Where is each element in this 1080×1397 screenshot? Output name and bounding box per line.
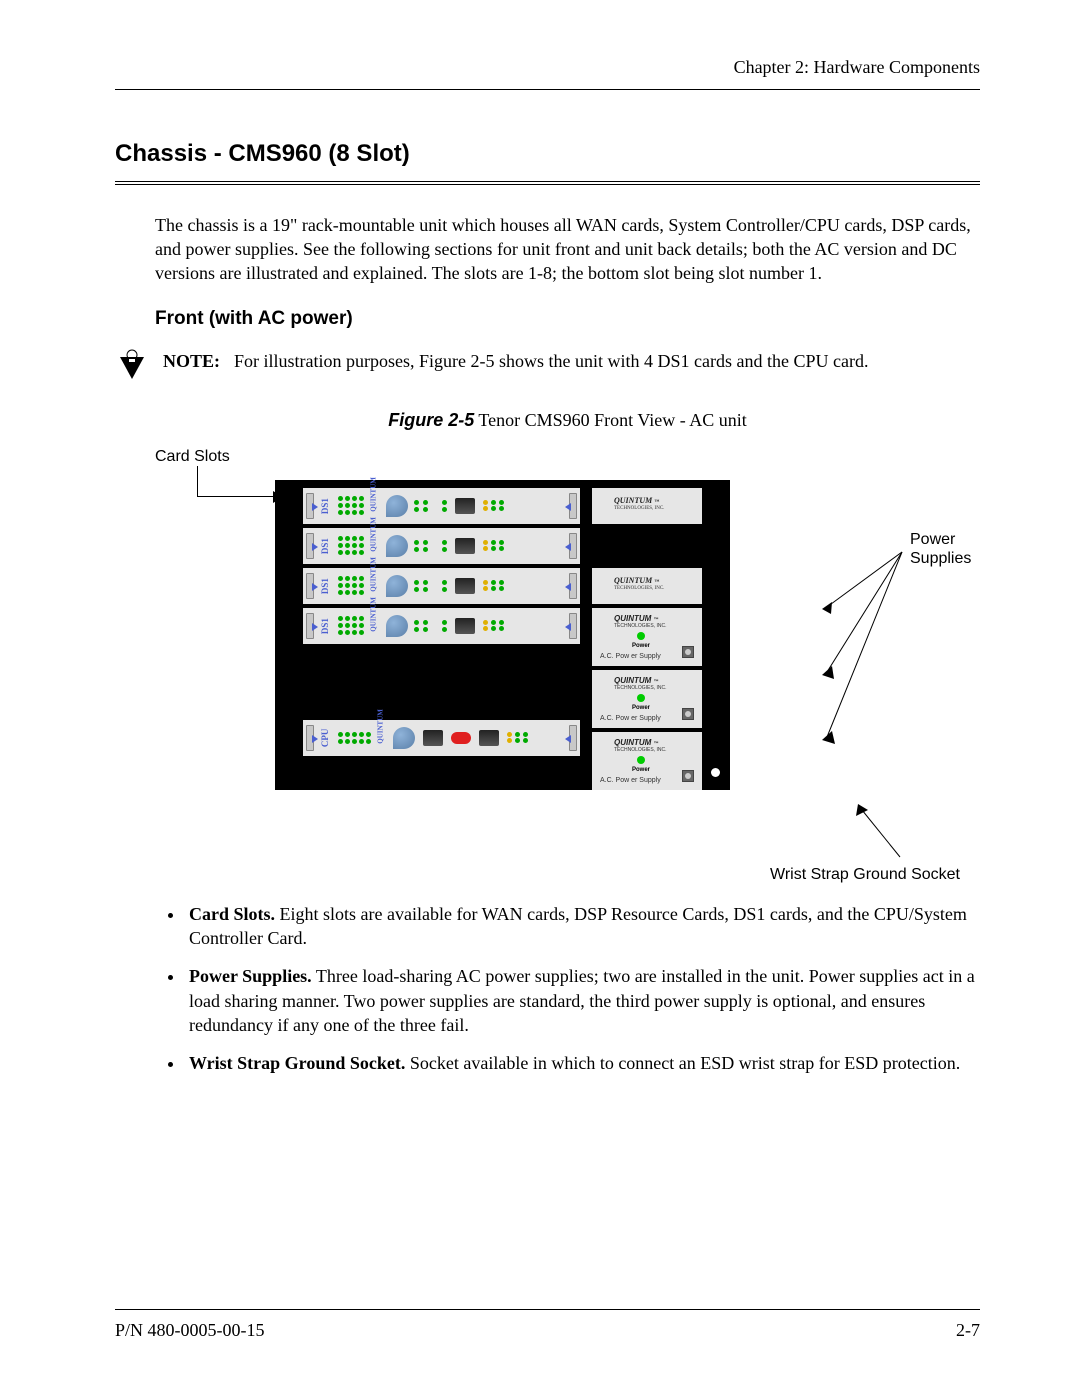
card-handle (306, 613, 314, 639)
ps-power-indicator: Power (632, 756, 650, 774)
cpu-card: CPU QUINTUM (303, 720, 580, 756)
ds1-card: DS1 QUINTUM (303, 488, 580, 524)
card-type-label: DS1 (319, 497, 331, 515)
status-leds (483, 580, 504, 591)
screw-icon (682, 770, 694, 782)
ground-socket (706, 764, 724, 782)
span-leds (338, 576, 364, 595)
ps-label: A.C. Pow er Supply (600, 776, 661, 785)
card-type-label: DS1 (319, 577, 331, 595)
quintum-logo-icon (393, 727, 415, 749)
reset-button (451, 732, 471, 744)
brand-label: QUINTUM (369, 500, 378, 512)
power-supply-panel: QUINTUM ™ TECHNOLOGIES, INC. Power A.C. … (592, 670, 702, 728)
status-leds (483, 620, 504, 631)
port (423, 730, 443, 746)
card-type-label: CPU (319, 729, 331, 747)
ethernet-leds (414, 500, 447, 512)
ps-brand-sub: TECHNOLOGIES, INC. (614, 685, 667, 692)
power-supply-panel: QUINTUM ™ TECHNOLOGIES, INC. Power A.C. … (592, 608, 702, 666)
ethernet-leds (414, 580, 447, 592)
header-rule (115, 89, 980, 90)
figure-caption: Figure 2-5 Tenor CMS960 Front View - AC … (155, 408, 980, 432)
span-leds (338, 496, 364, 515)
brand-label: QUINTUM (369, 620, 378, 632)
footer-part-number: P/N 480-0005-00-15 (115, 1318, 265, 1342)
callout-lines (832, 532, 912, 772)
ps-brand-sub: TECHNOLOGIES, INC. (614, 623, 667, 630)
card-handle (306, 573, 314, 599)
quintum-logo-icon (386, 575, 408, 597)
ps-label: A.C. Pow er Supply (600, 714, 661, 723)
bullet-list: Card Slots. Eight slots are available fo… (185, 902, 980, 1076)
note-icon (115, 349, 149, 385)
callout-line (197, 496, 277, 497)
ethernet-leds (414, 620, 447, 632)
brand-panel: QUINTUM ™ TECHNOLOGIES, INC. (592, 568, 702, 604)
port (479, 730, 499, 746)
bullet-item: Power Supplies. Three load-sharing AC po… (185, 964, 980, 1037)
note-text: For illustration purposes, Figure 2-5 sh… (234, 349, 868, 373)
chassis-diagram: DS1 QUINTUM DS1 QUINTUM (275, 480, 730, 790)
note-label: NOTE: (163, 349, 220, 373)
quintum-logo-icon (386, 535, 408, 557)
status-leds (507, 732, 528, 743)
figure-area: Card Slots Power Supplies DS1 QUINTUM (115, 452, 980, 852)
ps-power-indicator: Power (632, 632, 650, 650)
brand-panel: QUINTUM ™ TECHNOLOGIES, INC. (592, 488, 702, 524)
title-underline (115, 181, 980, 185)
brand-label: QUINTUM (369, 540, 378, 552)
card-handle (569, 493, 577, 519)
footer-page-number: 2-7 (956, 1318, 980, 1342)
ethernet-port (455, 618, 475, 634)
card-type-label: DS1 (319, 537, 331, 555)
callout-wrist-strap: Wrist Strap Ground Socket (770, 864, 960, 886)
ethernet-port (455, 498, 475, 514)
ps-brand-sub: TECHNOLOGIES, INC. (614, 747, 667, 754)
brand-label: QUINTUM (369, 580, 378, 592)
ds1-card: DS1 QUINTUM (303, 568, 580, 604)
card-handle (569, 725, 577, 751)
figure-caption-text: Tenor CMS960 Front View - AC unit (474, 410, 747, 430)
quintum-logo-icon (386, 615, 408, 637)
ps-power-indicator: Power (632, 694, 650, 712)
power-supply-panel: QUINTUM ™ TECHNOLOGIES, INC. Power A.C. … (592, 732, 702, 790)
ds1-card: DS1 QUINTUM (303, 528, 580, 564)
figure-caption-label: Figure 2-5 (388, 410, 474, 430)
ethernet-port (455, 538, 475, 554)
card-handle (306, 725, 314, 751)
status-leds (483, 500, 504, 511)
screw-icon (682, 708, 694, 720)
callout-card-slots: Card Slots (155, 446, 230, 468)
card-handle (306, 533, 314, 559)
card-type-label: DS1 (319, 617, 331, 635)
ethernet-port (455, 578, 475, 594)
cpu-leds (338, 732, 371, 744)
screw-icon (682, 646, 694, 658)
card-handle (569, 533, 577, 559)
ds1-card: DS1 QUINTUM (303, 608, 580, 644)
ethernet-leds (414, 540, 447, 552)
bullet-item: Card Slots. Eight slots are available fo… (185, 902, 980, 951)
intro-paragraph: The chassis is a 19" rack-mountable unit… (155, 213, 980, 286)
span-leds (338, 536, 364, 555)
card-handle (569, 613, 577, 639)
status-leds (483, 540, 504, 551)
card-handle (306, 493, 314, 519)
ps-label: A.C. Pow er Supply (600, 652, 661, 661)
subheading: Front (with AC power) (155, 306, 980, 332)
bullet-item: Wrist Strap Ground Socket. Socket availa… (185, 1051, 980, 1075)
callout-line (197, 466, 198, 496)
card-handle (569, 573, 577, 599)
brand-label: QUINTUM (376, 732, 385, 744)
callout-line (840, 802, 920, 862)
page-title: Chassis - CMS960 (8 Slot) (115, 138, 980, 170)
footer-rule (115, 1309, 980, 1310)
span-leds (338, 616, 364, 635)
callout-power-supplies: Power Supplies (910, 530, 990, 568)
chapter-header: Chapter 2: Hardware Components (115, 55, 980, 79)
quintum-logo-icon (386, 495, 408, 517)
